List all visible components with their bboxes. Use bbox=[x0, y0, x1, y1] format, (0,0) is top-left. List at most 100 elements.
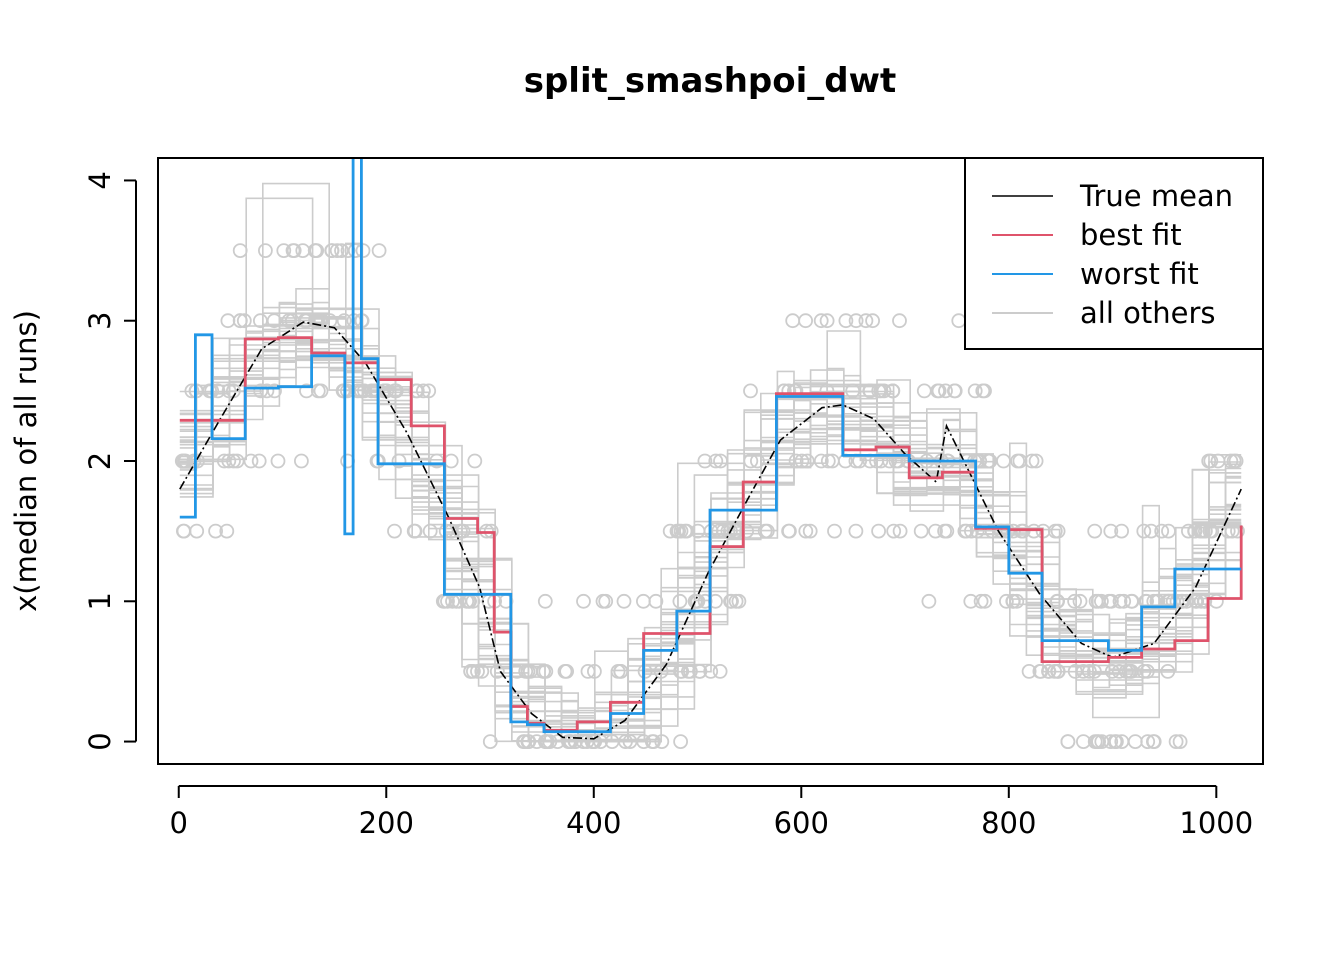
data-point bbox=[1188, 593, 1203, 609]
data-point bbox=[270, 453, 286, 469]
data-point bbox=[1067, 664, 1083, 679]
legend-label: worst fit bbox=[1080, 257, 1199, 291]
x-tick-label: 800 bbox=[981, 806, 1036, 840]
data-point bbox=[220, 313, 236, 329]
data-point bbox=[820, 453, 836, 469]
chart-title: split_smashpoi_dwt bbox=[524, 61, 897, 101]
data-point bbox=[1230, 523, 1245, 539]
data-point bbox=[335, 383, 351, 399]
x-tick-label: 200 bbox=[359, 806, 414, 840]
data-point bbox=[1114, 523, 1129, 539]
true-mean-series-line bbox=[179, 321, 1242, 740]
data-point bbox=[964, 523, 979, 539]
data-point bbox=[637, 664, 653, 679]
data-point bbox=[216, 453, 232, 469]
data-point bbox=[329, 243, 345, 259]
data-point bbox=[1112, 593, 1128, 609]
data-point bbox=[176, 523, 192, 539]
data-point bbox=[259, 383, 275, 399]
data-point bbox=[587, 734, 603, 749]
data-point bbox=[677, 523, 693, 539]
data-point bbox=[674, 664, 690, 679]
data-point bbox=[356, 383, 372, 399]
data-point bbox=[669, 523, 685, 539]
data-point bbox=[865, 313, 880, 329]
data-point bbox=[692, 664, 708, 679]
data-point bbox=[1161, 523, 1176, 539]
data-point bbox=[723, 523, 738, 539]
data-point bbox=[1124, 593, 1140, 609]
data-point bbox=[252, 313, 268, 329]
data-point bbox=[537, 593, 553, 609]
data-point bbox=[422, 523, 438, 539]
data-point bbox=[1172, 734, 1188, 749]
data-point bbox=[1121, 664, 1137, 679]
data-point bbox=[610, 664, 626, 679]
data-point bbox=[654, 734, 670, 749]
data-point bbox=[759, 523, 775, 539]
data-point bbox=[1087, 523, 1103, 539]
data-point bbox=[813, 453, 829, 469]
data-point bbox=[1209, 593, 1224, 609]
data-point bbox=[1075, 664, 1091, 679]
data-point bbox=[1146, 734, 1162, 749]
data-point bbox=[713, 453, 728, 469]
data-point bbox=[697, 593, 713, 609]
data-point bbox=[1090, 593, 1106, 609]
data-point bbox=[1226, 453, 1242, 469]
data-point bbox=[1050, 593, 1065, 609]
data-point bbox=[226, 453, 241, 469]
data-point bbox=[799, 453, 815, 469]
data-point bbox=[1021, 664, 1037, 679]
data-point bbox=[1202, 523, 1218, 539]
data-point bbox=[470, 664, 485, 679]
legend-box bbox=[964, 157, 1264, 350]
data-point bbox=[251, 453, 267, 469]
data-point bbox=[873, 383, 889, 399]
data-point bbox=[1041, 664, 1057, 679]
legend-label: all others bbox=[1080, 296, 1215, 330]
data-point bbox=[703, 664, 719, 679]
data-point bbox=[1224, 523, 1240, 539]
data-point bbox=[1154, 523, 1170, 539]
y-tick-label: 0 bbox=[83, 732, 117, 750]
data-point bbox=[687, 593, 703, 609]
data-point bbox=[324, 243, 340, 259]
data-point bbox=[1220, 523, 1236, 539]
data-point bbox=[1107, 734, 1123, 749]
data-point bbox=[184, 383, 200, 399]
data-point bbox=[1060, 734, 1076, 749]
main-series bbox=[179, 158, 1243, 740]
data-point bbox=[1089, 734, 1105, 749]
data-point bbox=[593, 734, 608, 749]
data-point bbox=[697, 453, 713, 469]
data-point bbox=[931, 383, 947, 399]
data-point bbox=[243, 453, 259, 469]
data-point bbox=[838, 313, 854, 329]
data-point bbox=[913, 523, 929, 539]
data-point bbox=[824, 453, 840, 469]
data-point bbox=[276, 243, 292, 259]
data-point bbox=[862, 383, 878, 399]
data-point bbox=[858, 313, 874, 329]
data-point bbox=[285, 243, 301, 259]
data-point bbox=[1139, 664, 1155, 679]
data-point bbox=[928, 523, 943, 539]
data-point bbox=[938, 383, 953, 399]
data-point bbox=[813, 313, 829, 329]
data-point bbox=[219, 523, 235, 539]
data-point bbox=[794, 453, 810, 469]
data-point bbox=[959, 523, 974, 539]
data-point bbox=[1087, 664, 1102, 679]
data-point bbox=[743, 383, 758, 399]
data-point bbox=[299, 383, 314, 399]
data-point bbox=[1187, 523, 1202, 539]
data-point bbox=[848, 313, 864, 329]
data-point bbox=[598, 593, 614, 609]
data-point bbox=[731, 593, 747, 609]
legend: True mean best fit worst fit all others bbox=[964, 157, 1264, 350]
data-point bbox=[587, 664, 602, 679]
y-axis-label: x(median of all runs) bbox=[9, 310, 43, 612]
data-point bbox=[355, 243, 371, 259]
